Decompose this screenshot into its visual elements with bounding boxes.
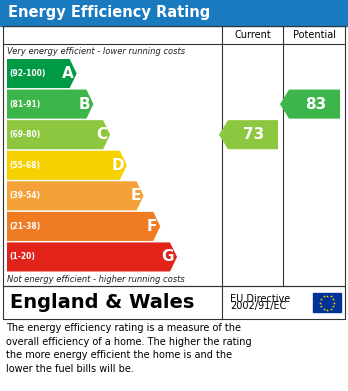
Polygon shape xyxy=(219,120,278,149)
Text: 83: 83 xyxy=(305,97,326,111)
Text: Not energy efficient - higher running costs: Not energy efficient - higher running co… xyxy=(7,275,185,284)
Polygon shape xyxy=(7,59,77,88)
Text: (69-80): (69-80) xyxy=(9,130,40,139)
Text: 2002/91/EC: 2002/91/EC xyxy=(230,301,286,312)
Text: F: F xyxy=(147,219,157,234)
Text: (92-100): (92-100) xyxy=(9,69,45,78)
Text: (1-20): (1-20) xyxy=(9,253,35,262)
Text: The energy efficiency rating is a measure of the
overall efficiency of a home. T: The energy efficiency rating is a measur… xyxy=(6,323,252,374)
Text: Energy Efficiency Rating: Energy Efficiency Rating xyxy=(8,5,210,20)
Text: (81-91): (81-91) xyxy=(9,100,40,109)
Polygon shape xyxy=(7,90,93,118)
Text: G: G xyxy=(161,249,174,264)
Bar xyxy=(313,293,341,312)
Text: (39-54): (39-54) xyxy=(9,191,40,200)
Polygon shape xyxy=(7,151,127,180)
Polygon shape xyxy=(7,212,160,241)
Text: Very energy efficient - lower running costs: Very energy efficient - lower running co… xyxy=(7,47,185,57)
Text: Current: Current xyxy=(234,30,271,40)
Text: D: D xyxy=(111,158,124,173)
Text: (21-38): (21-38) xyxy=(9,222,40,231)
Text: C: C xyxy=(96,127,107,142)
Polygon shape xyxy=(7,242,177,271)
Text: A: A xyxy=(62,66,74,81)
Polygon shape xyxy=(7,120,110,149)
Text: EU Directive: EU Directive xyxy=(230,294,290,303)
Bar xyxy=(3,286,345,319)
Text: England & Wales: England & Wales xyxy=(10,293,195,312)
Bar xyxy=(3,26,345,286)
Polygon shape xyxy=(7,181,144,210)
Text: 73: 73 xyxy=(243,127,264,142)
Text: Potential: Potential xyxy=(293,30,335,40)
Text: E: E xyxy=(130,188,141,203)
Text: (55-68): (55-68) xyxy=(9,161,40,170)
Bar xyxy=(0,0,348,26)
Text: B: B xyxy=(79,97,90,111)
Polygon shape xyxy=(280,90,340,118)
